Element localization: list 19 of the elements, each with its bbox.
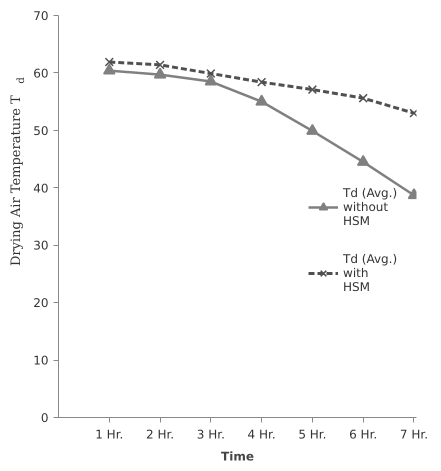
x-tick-label: 3 Hr.	[196, 428, 225, 442]
y-tick-label: 30	[33, 238, 49, 253]
y-tick-label: 60	[33, 66, 49, 80]
y-tick-label: 0	[40, 411, 49, 425]
x-axis-title: Time	[221, 450, 254, 464]
y-tick-label: 40	[33, 181, 49, 196]
x-tick-label: 2 Hr.	[146, 428, 174, 442]
legend-label: Td (Avg.) without HSM	[343, 185, 398, 230]
y-tick-label: 20	[33, 296, 49, 310]
y-axis-title: Drying Air Temperature Td	[9, 76, 27, 266]
x-tick-label: 1 Hr.	[95, 428, 124, 442]
x-tick-label: 7 Hr.	[400, 428, 428, 442]
x-tick-label: 5 Hr.	[298, 428, 326, 442]
y-tick-label: 50	[33, 124, 49, 138]
x-tick-label: 6 Hr.	[349, 428, 378, 442]
y-tick-label: 70	[33, 9, 49, 23]
y-tick-label: 10	[33, 354, 49, 368]
x-tick-label: 4 Hr.	[248, 428, 276, 442]
legend-label: Td (Avg.) with HSM	[343, 251, 398, 296]
